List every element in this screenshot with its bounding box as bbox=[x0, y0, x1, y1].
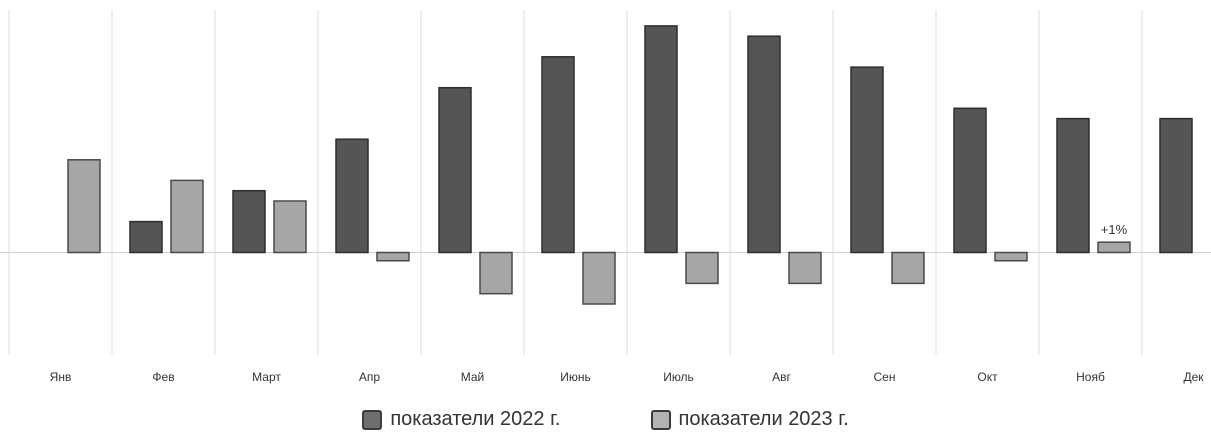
legend-item-2022: показатели 2022 г. bbox=[362, 408, 561, 431]
x-tick-label: Дек bbox=[1183, 370, 1204, 384]
bar-2023 bbox=[788, 251, 822, 285]
bar-2023 bbox=[1097, 241, 1131, 254]
x-tick-label: Окт bbox=[977, 370, 998, 384]
bar-2022 bbox=[1056, 117, 1090, 254]
legend-swatch-2022 bbox=[362, 409, 383, 430]
bar-2023 bbox=[994, 251, 1028, 262]
legend: показатели 2022 г. показатели 2023 г. bbox=[0, 408, 1211, 431]
x-tick-label: Фев bbox=[152, 370, 174, 384]
x-tick-label: Апр bbox=[359, 370, 381, 384]
bar-2023 bbox=[170, 179, 204, 254]
legend-label-2022: показатели 2022 г. bbox=[390, 408, 561, 430]
x-tick-label: Сен bbox=[874, 370, 896, 384]
bar-2022 bbox=[232, 189, 266, 254]
bar-2023 bbox=[273, 200, 307, 254]
legend-label-2023: показатели 2023 г. bbox=[678, 408, 849, 430]
bar-2022 bbox=[1159, 117, 1193, 254]
bar-2022 bbox=[644, 25, 678, 254]
bar-2023 bbox=[376, 251, 410, 262]
x-tick-label: Май bbox=[461, 370, 485, 384]
bar-2022 bbox=[438, 86, 472, 254]
bar-2022 bbox=[129, 220, 163, 254]
legend-swatch-2023 bbox=[650, 409, 671, 430]
bar-2023 bbox=[479, 251, 513, 295]
legend-item-2023: показатели 2023 г. bbox=[650, 408, 849, 431]
x-tick-label: Июль bbox=[663, 370, 694, 384]
data-label: +1% bbox=[1101, 222, 1128, 237]
bar-2022 bbox=[953, 107, 987, 254]
bar-2022 bbox=[747, 35, 781, 254]
x-tick-label: Янв bbox=[50, 370, 72, 384]
x-tick-label: Июнь bbox=[560, 370, 591, 384]
x-tick-label: Нояб bbox=[1076, 370, 1105, 384]
x-tick-label: Авг bbox=[772, 370, 791, 384]
bar-2023 bbox=[685, 251, 719, 285]
bar-2023 bbox=[67, 159, 101, 254]
bar-2022 bbox=[335, 138, 369, 254]
bar-2022 bbox=[850, 66, 884, 254]
x-tick-label: Март bbox=[252, 370, 281, 384]
bar-2023 bbox=[582, 251, 616, 305]
bar-chart: Янв Фев Март Апр Май Июнь Июль Авг Сен Окт Нояб Дек… bbox=[0, 10, 1211, 384]
bar-2022 bbox=[541, 56, 575, 254]
bar-2023 bbox=[891, 251, 925, 285]
